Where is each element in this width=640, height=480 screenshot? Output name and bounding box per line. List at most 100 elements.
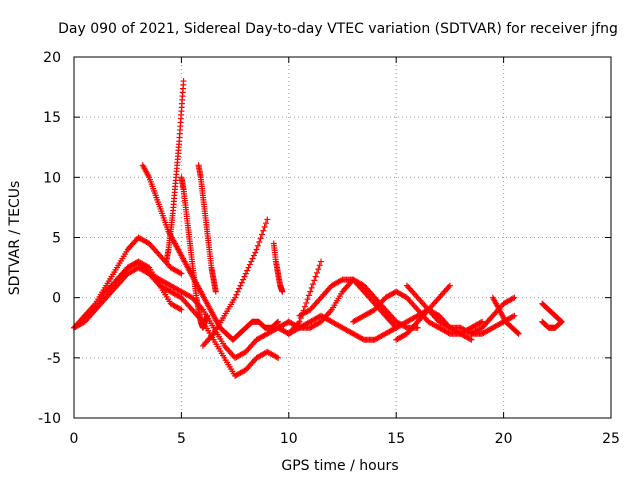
x-tick-label: 5 [177,431,186,447]
data-point [445,330,452,337]
data-point [479,318,486,325]
y-tick-label: -5 [47,351,61,367]
data-point [177,305,184,312]
x-tick-label: 20 [495,431,513,447]
data-point [303,299,310,306]
data-point [558,318,565,325]
data-point [338,277,345,284]
data-point [253,246,260,253]
data-point [177,269,184,276]
data-point [279,288,286,295]
data-point [258,231,265,238]
data-point [238,279,245,286]
data-point [244,267,251,274]
data-point [311,277,318,284]
x-tick-label: 25 [602,431,620,447]
data-point [414,324,421,331]
series-track-q [539,318,565,331]
data-point [304,296,311,303]
data-point [509,295,516,302]
data-points [71,78,565,379]
data-point [509,313,516,320]
y-tick-label: 5 [52,231,61,247]
series-track-o [489,294,522,337]
data-point [256,239,263,246]
data-point [514,330,521,337]
data-point [359,336,366,343]
chart-title: Day 090 of 2021, Sidereal Day-to-day VTE… [58,21,618,37]
data-point [477,319,484,326]
data-point [252,249,259,256]
data-point [557,319,564,326]
data-point [234,288,241,295]
series-spike-b [178,174,211,331]
data-point [260,227,267,234]
data-point [511,294,518,301]
data-point [316,262,323,269]
x-tick-label: 0 [70,431,79,447]
data-point [445,323,452,330]
series-track-a [71,258,282,379]
data-point [308,284,315,291]
y-tick-label: 15 [43,110,61,126]
data-point [248,258,255,265]
data-point [261,223,268,230]
x-tick-label: 15 [387,431,405,447]
data-point [236,285,243,292]
data-point [511,312,518,319]
data-point [246,261,253,268]
data-point [515,330,522,337]
plot-frame [73,56,612,419]
series-spike-c [195,162,219,295]
data-point [237,282,244,289]
data-point [180,78,187,85]
series-track-d [113,258,185,313]
series-track-p [539,300,565,325]
data-point [273,354,280,361]
x-tick-label: 10 [280,431,298,447]
x-axis-ticks: 0 5 10 15 20 25 [70,57,620,447]
grid [74,57,611,418]
series-spike-a [163,78,187,265]
data-point [275,354,282,361]
data-point [467,336,474,343]
data-point [296,318,303,325]
data-point [264,216,271,223]
data-point [305,292,312,299]
series-track-c [81,264,292,361]
data-point [274,319,281,326]
data-point [204,312,211,319]
data-point [232,294,239,301]
data-point [178,306,185,313]
data-point [254,242,261,249]
data-point [313,269,320,276]
data-point [446,282,453,289]
series-spike-d [270,240,286,295]
data-point [212,288,219,295]
y-axis-label: SDTVAR / TECUs [7,181,23,296]
y-tick-label: -10 [38,411,61,427]
data-point [241,273,248,280]
series-track-f [199,216,271,349]
data-point [468,336,475,343]
data-point [312,273,319,280]
y-tick-label: 20 [43,50,61,66]
data-point [242,270,249,277]
data-point [262,220,269,227]
data-point [233,291,240,298]
data-point [144,263,151,270]
y-axis-ticks: -10 -5 0 5 10 15 20 [38,50,611,427]
series-track-e [139,162,282,343]
data-point [250,252,257,259]
data-point [301,303,308,310]
y-tick-label: 0 [52,291,61,307]
data-point [245,264,252,271]
y-tick-label: 10 [43,170,61,186]
data-point [318,258,325,265]
data-point [249,255,256,262]
data-point [275,318,282,325]
x-axis-label: GPS time / hours [281,458,398,474]
data-point [309,281,316,288]
series-track-j [296,276,400,331]
